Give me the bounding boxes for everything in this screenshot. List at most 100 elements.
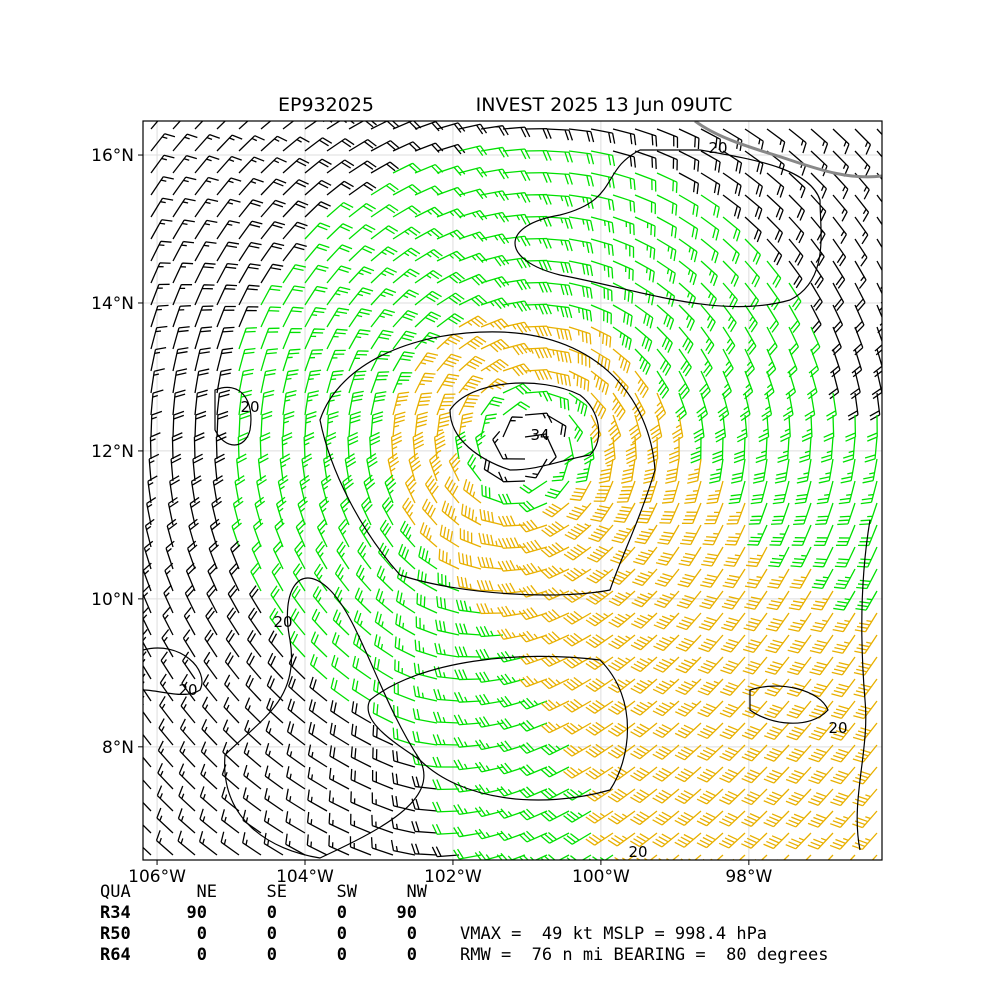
wind-barb <box>721 612 746 632</box>
wind-barb <box>858 524 878 547</box>
wind-barb <box>611 524 636 544</box>
wind-barb <box>220 831 240 856</box>
wind-barb <box>316 518 328 548</box>
wind-barb <box>326 121 355 130</box>
wind-barb <box>392 268 420 284</box>
wind-barb <box>159 673 174 702</box>
wind-barb <box>859 502 878 526</box>
wind-barb <box>377 542 394 570</box>
wind-barb <box>630 700 658 716</box>
wind-barb <box>656 150 678 171</box>
wind-barb <box>546 260 573 274</box>
wind-barb <box>722 304 737 333</box>
wind-barb <box>634 128 658 147</box>
wind-barb <box>373 679 394 702</box>
wind-barb <box>412 730 438 746</box>
wind-barb <box>414 639 438 658</box>
wind-barb <box>348 202 376 218</box>
wind-barb <box>860 480 878 505</box>
wind-barb <box>480 297 510 310</box>
wind-barb <box>588 854 614 860</box>
wind-barb <box>369 431 381 460</box>
wind-barb <box>698 612 724 631</box>
wind-barb <box>722 238 740 265</box>
wind-barb <box>432 711 460 724</box>
wind-barb <box>392 750 416 768</box>
wind-barb <box>518 539 548 554</box>
wind-barb <box>590 282 613 302</box>
wind-barb <box>172 305 191 328</box>
table-cell: 0 <box>337 945 347 965</box>
wind-barb <box>216 241 240 262</box>
wind-barb <box>675 700 702 717</box>
wind-barb <box>301 453 313 482</box>
wind-barb <box>454 431 467 460</box>
wind-barb <box>308 699 328 724</box>
wind-barb <box>260 327 280 350</box>
wind-barb <box>568 370 590 392</box>
wind-barb <box>613 502 636 523</box>
wind-barb <box>810 282 823 311</box>
wind-barb <box>348 411 362 438</box>
wind-barb <box>271 563 284 592</box>
wind-barb <box>184 584 196 614</box>
wind-barb <box>318 496 330 526</box>
wind-barb <box>806 370 818 400</box>
wind-barb <box>721 370 732 400</box>
wind-barb <box>270 585 284 614</box>
wind-barb <box>282 327 303 350</box>
wind-barb <box>744 238 761 265</box>
wind-barb <box>159 695 174 724</box>
wind-barb <box>590 326 612 348</box>
wind-barb <box>808 744 834 763</box>
wind-barb <box>656 216 677 239</box>
wind-barb <box>260 410 273 438</box>
wind-barb <box>160 651 174 680</box>
wind-barb <box>348 287 374 306</box>
wind-barb <box>216 177 242 196</box>
wind-barb <box>352 633 372 658</box>
wind-barb <box>170 453 182 482</box>
wind-barb <box>404 474 417 504</box>
wind-barb <box>674 722 702 739</box>
wind-barb <box>876 216 882 226</box>
wind-barb <box>652 744 680 760</box>
wind-barb <box>223 696 240 724</box>
wind-barb <box>326 349 346 372</box>
wind-barb <box>590 502 614 523</box>
wind-barb <box>436 143 466 155</box>
wind-barb <box>143 756 152 768</box>
wind-barb <box>815 502 834 526</box>
wind-barb <box>238 199 264 218</box>
wind-barb <box>518 630 548 643</box>
wind-barb <box>678 370 690 400</box>
wind-barb <box>370 267 397 284</box>
wind-barb <box>634 370 649 399</box>
wind-barb <box>164 562 174 592</box>
wind-barb <box>393 682 416 702</box>
wind-barb <box>150 240 172 262</box>
contour-20 <box>856 519 871 851</box>
wind-barb <box>832 282 845 311</box>
wind-barb <box>370 121 400 130</box>
wind-barb <box>518 562 548 576</box>
wind-barb <box>246 652 262 680</box>
wind-barb <box>496 718 526 730</box>
wind-barb <box>678 348 692 377</box>
wind-barb <box>221 786 240 812</box>
wind-barb <box>621 458 636 484</box>
wind-barb <box>391 817 416 834</box>
wind-barb <box>414 290 442 306</box>
wind-barb <box>546 348 572 364</box>
wind-barb <box>496 808 526 819</box>
wind-barb <box>143 779 152 790</box>
wind-barb <box>809 656 834 676</box>
wind-barb <box>350 791 372 812</box>
wind-barb <box>830 348 841 378</box>
wind-barb <box>249 585 262 614</box>
wind-barb <box>178 785 196 812</box>
wind-barb <box>374 611 394 636</box>
wind-barb <box>866 414 878 442</box>
